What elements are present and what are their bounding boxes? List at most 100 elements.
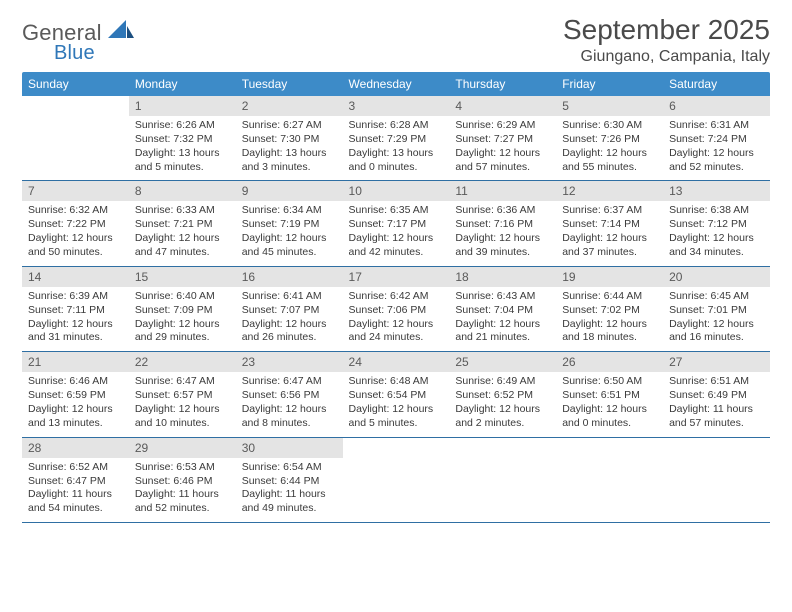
day-details: Sunrise: 6:40 AMSunset: 7:09 PMDaylight:…	[129, 287, 236, 351]
sunset-text: Sunset: 7:24 PM	[669, 133, 764, 147]
day-number: 28	[22, 438, 129, 458]
day-number: 19	[556, 267, 663, 287]
day-details: Sunrise: 6:49 AMSunset: 6:52 PMDaylight:…	[449, 372, 556, 436]
calendar-day-cell: 17Sunrise: 6:42 AMSunset: 7:06 PMDayligh…	[343, 266, 450, 351]
calendar-week-row: 7Sunrise: 6:32 AMSunset: 7:22 PMDaylight…	[22, 181, 770, 266]
calendar-day-cell: 26Sunrise: 6:50 AMSunset: 6:51 PMDayligh…	[556, 352, 663, 437]
daylight2-text: and 34 minutes.	[669, 246, 764, 260]
calendar-day-cell: 9Sunrise: 6:34 AMSunset: 7:19 PMDaylight…	[236, 181, 343, 266]
calendar-day-cell: 13Sunrise: 6:38 AMSunset: 7:12 PMDayligh…	[663, 181, 770, 266]
day-details: Sunrise: 6:52 AMSunset: 6:47 PMDaylight:…	[22, 458, 129, 522]
day-details: Sunrise: 6:47 AMSunset: 6:57 PMDaylight:…	[129, 372, 236, 436]
day-details: Sunrise: 6:48 AMSunset: 6:54 PMDaylight:…	[343, 372, 450, 436]
daylight1-text: Daylight: 12 hours	[242, 403, 337, 417]
calendar-day-cell: 21Sunrise: 6:46 AMSunset: 6:59 PMDayligh…	[22, 352, 129, 437]
day-number: 26	[556, 352, 663, 372]
day-details: Sunrise: 6:41 AMSunset: 7:07 PMDaylight:…	[236, 287, 343, 351]
day-number: 18	[449, 267, 556, 287]
daylight1-text: Daylight: 12 hours	[562, 318, 657, 332]
sunset-text: Sunset: 6:52 PM	[455, 389, 550, 403]
day-number: 4	[449, 96, 556, 116]
sunset-text: Sunset: 7:01 PM	[669, 304, 764, 318]
day-number: 20	[663, 267, 770, 287]
calendar-day-cell: 2Sunrise: 6:27 AMSunset: 7:30 PMDaylight…	[236, 96, 343, 181]
title-block: September 2025 Giungano, Campania, Italy	[563, 14, 770, 66]
day-number: 17	[343, 267, 450, 287]
sunset-text: Sunset: 7:12 PM	[669, 218, 764, 232]
daylight2-text: and 57 minutes.	[669, 417, 764, 431]
brand-word-2: Blue	[22, 42, 134, 65]
weekday-header: Saturday	[663, 72, 770, 96]
calendar-week-row: 14Sunrise: 6:39 AMSunset: 7:11 PMDayligh…	[22, 266, 770, 351]
sunset-text: Sunset: 6:49 PM	[669, 389, 764, 403]
day-number: 23	[236, 352, 343, 372]
calendar-day-cell: 5Sunrise: 6:30 AMSunset: 7:26 PMDaylight…	[556, 96, 663, 181]
day-number: 21	[22, 352, 129, 372]
day-number: 15	[129, 267, 236, 287]
daylight1-text: Daylight: 13 hours	[135, 147, 230, 161]
sunrise-text: Sunrise: 6:43 AM	[455, 290, 550, 304]
day-details: Sunrise: 6:31 AMSunset: 7:24 PMDaylight:…	[663, 116, 770, 180]
sunrise-text: Sunrise: 6:30 AM	[562, 119, 657, 133]
daylight2-text: and 8 minutes.	[242, 417, 337, 431]
sunrise-text: Sunrise: 6:54 AM	[242, 461, 337, 475]
daylight2-text: and 16 minutes.	[669, 331, 764, 345]
day-details: Sunrise: 6:37 AMSunset: 7:14 PMDaylight:…	[556, 201, 663, 265]
sunset-text: Sunset: 7:14 PM	[562, 218, 657, 232]
sunset-text: Sunset: 6:59 PM	[28, 389, 123, 403]
sunset-text: Sunset: 7:22 PM	[28, 218, 123, 232]
calendar-table: Sunday Monday Tuesday Wednesday Thursday…	[22, 72, 770, 523]
sunset-text: Sunset: 7:04 PM	[455, 304, 550, 318]
sunset-text: Sunset: 7:06 PM	[349, 304, 444, 318]
sunrise-text: Sunrise: 6:33 AM	[135, 204, 230, 218]
sunrise-text: Sunrise: 6:42 AM	[349, 290, 444, 304]
daylight1-text: Daylight: 12 hours	[28, 318, 123, 332]
calendar-week-row: 28Sunrise: 6:52 AMSunset: 6:47 PMDayligh…	[22, 437, 770, 522]
sunrise-text: Sunrise: 6:46 AM	[28, 375, 123, 389]
daylight2-text: and 57 minutes.	[455, 161, 550, 175]
sunrise-text: Sunrise: 6:47 AM	[242, 375, 337, 389]
day-number: 25	[449, 352, 556, 372]
daylight1-text: Daylight: 11 hours	[669, 403, 764, 417]
day-details: Sunrise: 6:50 AMSunset: 6:51 PMDaylight:…	[556, 372, 663, 436]
day-number: 1	[129, 96, 236, 116]
weekday-header: Tuesday	[236, 72, 343, 96]
daylight1-text: Daylight: 11 hours	[242, 488, 337, 502]
calendar-day-cell: 1Sunrise: 6:26 AMSunset: 7:32 PMDaylight…	[129, 96, 236, 181]
day-number: 13	[663, 181, 770, 201]
daylight1-text: Daylight: 11 hours	[28, 488, 123, 502]
sunrise-text: Sunrise: 6:40 AM	[135, 290, 230, 304]
sail-icon	[108, 18, 134, 38]
weekday-header: Sunday	[22, 72, 129, 96]
calendar-day-cell: 10Sunrise: 6:35 AMSunset: 7:17 PMDayligh…	[343, 181, 450, 266]
day-number: 16	[236, 267, 343, 287]
calendar-day-cell: 24Sunrise: 6:48 AMSunset: 6:54 PMDayligh…	[343, 352, 450, 437]
day-details: Sunrise: 6:35 AMSunset: 7:17 PMDaylight:…	[343, 201, 450, 265]
daylight2-text: and 55 minutes.	[562, 161, 657, 175]
daylight2-text: and 52 minutes.	[669, 161, 764, 175]
daylight1-text: Daylight: 12 hours	[562, 232, 657, 246]
calendar-day-cell: 27Sunrise: 6:51 AMSunset: 6:49 PMDayligh…	[663, 352, 770, 437]
brand-text: General Blue	[22, 18, 134, 65]
calendar-day-cell	[556, 437, 663, 522]
day-details: Sunrise: 6:26 AMSunset: 7:32 PMDaylight:…	[129, 116, 236, 180]
sunset-text: Sunset: 7:02 PM	[562, 304, 657, 318]
day-details	[343, 444, 450, 498]
daylight2-text: and 50 minutes.	[28, 246, 123, 260]
sunrise-text: Sunrise: 6:51 AM	[669, 375, 764, 389]
sunrise-text: Sunrise: 6:53 AM	[135, 461, 230, 475]
location-label: Giungano, Campania, Italy	[563, 48, 770, 66]
day-number: 3	[343, 96, 450, 116]
daylight1-text: Daylight: 12 hours	[455, 318, 550, 332]
daylight2-text: and 37 minutes.	[562, 246, 657, 260]
sunrise-text: Sunrise: 6:37 AM	[562, 204, 657, 218]
daylight2-text: and 31 minutes.	[28, 331, 123, 345]
calendar-day-cell: 14Sunrise: 6:39 AMSunset: 7:11 PMDayligh…	[22, 266, 129, 351]
day-number: 10	[343, 181, 450, 201]
day-details	[22, 102, 129, 156]
daylight1-text: Daylight: 13 hours	[242, 147, 337, 161]
calendar-day-cell: 28Sunrise: 6:52 AMSunset: 6:47 PMDayligh…	[22, 437, 129, 522]
calendar-day-cell: 16Sunrise: 6:41 AMSunset: 7:07 PMDayligh…	[236, 266, 343, 351]
day-details: Sunrise: 6:53 AMSunset: 6:46 PMDaylight:…	[129, 458, 236, 522]
day-details	[556, 444, 663, 498]
